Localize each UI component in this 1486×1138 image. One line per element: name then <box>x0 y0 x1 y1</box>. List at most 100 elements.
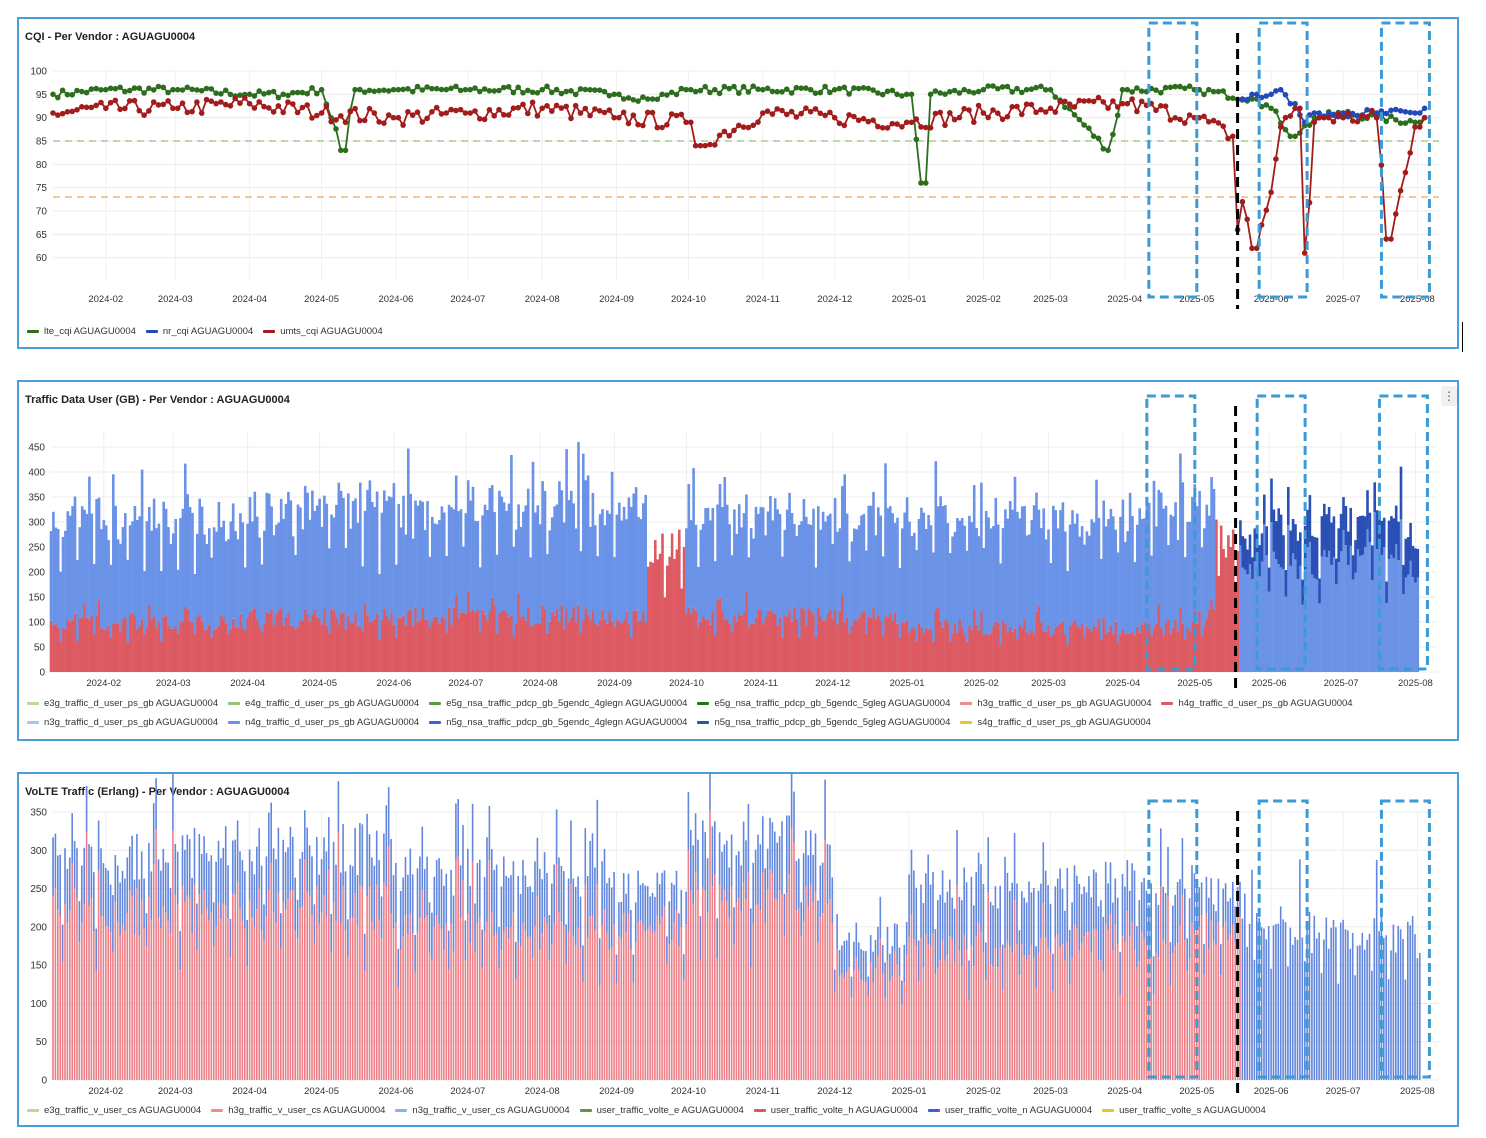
bar <box>941 870 944 941</box>
x-tick-label: 2025-05 <box>1179 1086 1214 1097</box>
bar <box>342 498 345 613</box>
bar <box>1296 579 1300 672</box>
data-point <box>1311 114 1318 121</box>
data-point <box>558 105 565 111</box>
x-tick-label: 2024-10 <box>671 1086 706 1097</box>
bar <box>589 840 591 917</box>
bar <box>1133 634 1137 672</box>
bar <box>426 501 429 620</box>
bar <box>510 455 513 616</box>
bar <box>1068 626 1072 672</box>
legend-item[interactable]: e4g_traffic_d_user_ps_gb AGUAGU0004 <box>228 694 419 713</box>
data-point <box>1383 118 1389 125</box>
bar <box>71 619 74 672</box>
bar <box>927 854 929 945</box>
legend-item[interactable]: n3g_traffic_d_user_ps_gb AGUAGU0004 <box>27 713 218 732</box>
bar <box>689 613 693 672</box>
bar <box>838 610 842 672</box>
data-point <box>1417 124 1423 130</box>
bar <box>399 617 403 672</box>
bar <box>546 923 548 1080</box>
bar <box>198 498 201 615</box>
bar <box>464 613 468 672</box>
data-point <box>1182 85 1188 92</box>
data-point <box>995 110 1001 116</box>
bar <box>268 812 270 890</box>
data-point <box>64 91 71 98</box>
data-point <box>764 85 771 92</box>
legend-item[interactable]: e5g_nsa_traffic_pdcp_gb_5gendc_5gleg AGU… <box>697 694 950 713</box>
bar <box>1181 894 1184 1080</box>
data-point <box>884 88 891 95</box>
legend-item[interactable]: e3g_traffic_d_user_ps_gb AGUAGU0004 <box>27 694 218 713</box>
legend-item[interactable]: user_traffic_volte_s AGUAGU0004 <box>1102 1101 1266 1120</box>
data-point <box>937 90 943 96</box>
bar <box>769 496 772 610</box>
legend-item[interactable]: h3g_traffic_v_user_cs AGUAGU0004 <box>211 1101 385 1120</box>
legend-item[interactable]: lte_cqi AGUAGU0004 <box>27 322 136 341</box>
bar <box>215 628 218 672</box>
panel-menu-icon[interactable]: ⋮ <box>1441 386 1457 406</box>
bar <box>582 453 585 621</box>
data-point <box>692 142 699 149</box>
bar <box>1383 938 1385 1080</box>
legend-item[interactable]: nr_cqi AGUAGU0004 <box>145 322 253 341</box>
data-point <box>534 113 541 119</box>
legend-item[interactable]: e3g_traffic_v_user_cs AGUAGU0004 <box>27 1101 201 1120</box>
legend-item[interactable]: umts_cqi AGUAGU0004 <box>263 322 383 341</box>
bar <box>577 442 580 605</box>
y-tick-label: 60 <box>36 253 48 264</box>
bar <box>946 891 949 956</box>
bar <box>570 618 573 672</box>
legend-item[interactable]: h3g_traffic_d_user_ps_gb AGUAGU0004 <box>960 694 1151 713</box>
bar <box>277 522 281 611</box>
legend-item[interactable]: s4g_traffic_d_user_ps_gb AGUAGU0004 <box>960 713 1151 732</box>
bar <box>282 901 284 1080</box>
data-point <box>1349 118 1356 124</box>
data-point <box>1090 133 1097 139</box>
bar <box>306 827 308 892</box>
bar <box>1121 874 1124 936</box>
data-point <box>539 105 545 112</box>
legend-item[interactable]: n4g_traffic_d_user_ps_gb AGUAGU0004 <box>228 713 419 732</box>
bar <box>1222 549 1225 672</box>
bar <box>279 498 283 609</box>
data-point <box>836 120 843 127</box>
bar <box>164 508 168 616</box>
bar <box>1323 549 1326 672</box>
legend-item[interactable]: e5g_nsa_traffic_pdcp_gb_5gendc_4glegn AG… <box>429 694 687 713</box>
bar <box>1195 506 1199 624</box>
legend-item[interactable]: n5g_nsa_traffic_pdcp_gb_5gendc_4glegn AG… <box>429 713 687 732</box>
data-point <box>625 95 632 101</box>
bar <box>814 567 818 638</box>
legend-item[interactable]: h4g_traffic_d_user_ps_gb AGUAGU0004 <box>1161 694 1353 713</box>
bar <box>174 518 177 627</box>
bar <box>905 497 909 621</box>
data-point <box>117 106 123 113</box>
bar <box>121 925 124 1080</box>
bar <box>1164 893 1167 944</box>
bar <box>951 633 954 672</box>
legend-item[interactable]: user_traffic_volte_e AGUAGU0004 <box>579 1101 744 1120</box>
legend-item[interactable]: n3g_traffic_v_user_cs AGUAGU0004 <box>395 1101 570 1120</box>
bar <box>184 849 186 902</box>
bar <box>524 505 528 621</box>
bar <box>354 893 356 1080</box>
bar <box>1306 509 1309 548</box>
y-tick-label: 250 <box>28 543 45 554</box>
legend-item[interactable]: user_traffic_volte_h AGUAGU0004 <box>753 1101 918 1120</box>
legend-item[interactable]: n5g_nsa_traffic_pdcp_gb_5gendc_5gleg AGU… <box>697 713 950 732</box>
bar <box>390 913 392 1080</box>
bar <box>459 509 463 613</box>
legend-item[interactable]: user_traffic_volte_n AGUAGU0004 <box>927 1101 1092 1120</box>
bar <box>390 612 393 672</box>
data-point <box>995 85 1001 92</box>
bar <box>948 553 952 642</box>
legend-label: n3g_traffic_v_user_cs AGUAGU0004 <box>412 1105 570 1116</box>
bar <box>332 610 336 672</box>
bar <box>64 848 66 904</box>
bar <box>1244 893 1246 1080</box>
